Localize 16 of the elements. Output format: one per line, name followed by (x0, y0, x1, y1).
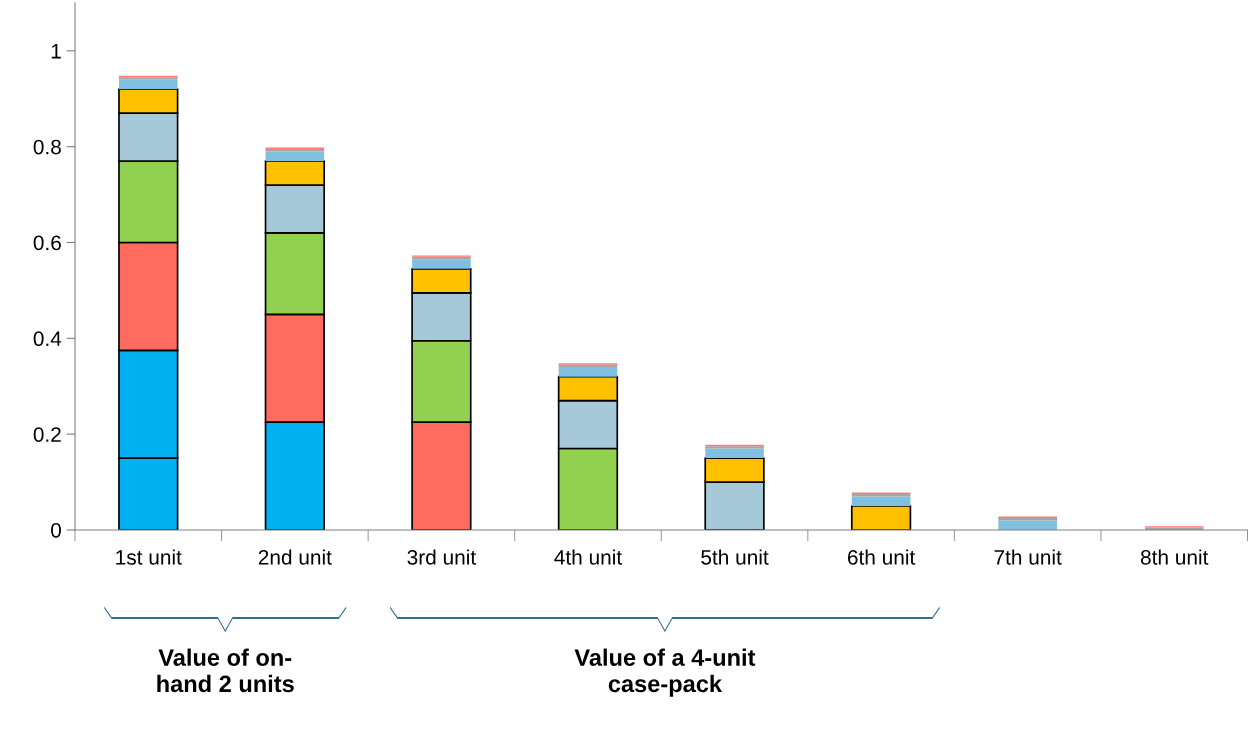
y-tick-label: 0.8 (33, 139, 61, 155)
x-tick-label: 7th unit (994, 549, 1062, 565)
y-tick-label: 0.2 (33, 427, 61, 442)
y-tick-label: 0.4 (33, 331, 62, 347)
x-tick-label: 3rd unit (407, 549, 476, 565)
x-tick-label: 5th unit (701, 549, 769, 565)
x-tick-label: 1st unit (116, 549, 182, 565)
x-tick-label: 4th unit (554, 549, 622, 565)
text: Value of a 4-unit case-pack (574, 648, 756, 697)
x-tick-label: 6th unit (847, 549, 916, 565)
x-tick-label: 2nd unit (258, 549, 332, 565)
y-tick-label: 0 (51, 522, 61, 538)
y-tick-label: 0.6 (33, 235, 61, 251)
y-tick-label: 1 (51, 44, 61, 59)
x-tick-label: 8th unit (1140, 549, 1209, 565)
text: Value of on- hand 2 units (157, 648, 294, 693)
